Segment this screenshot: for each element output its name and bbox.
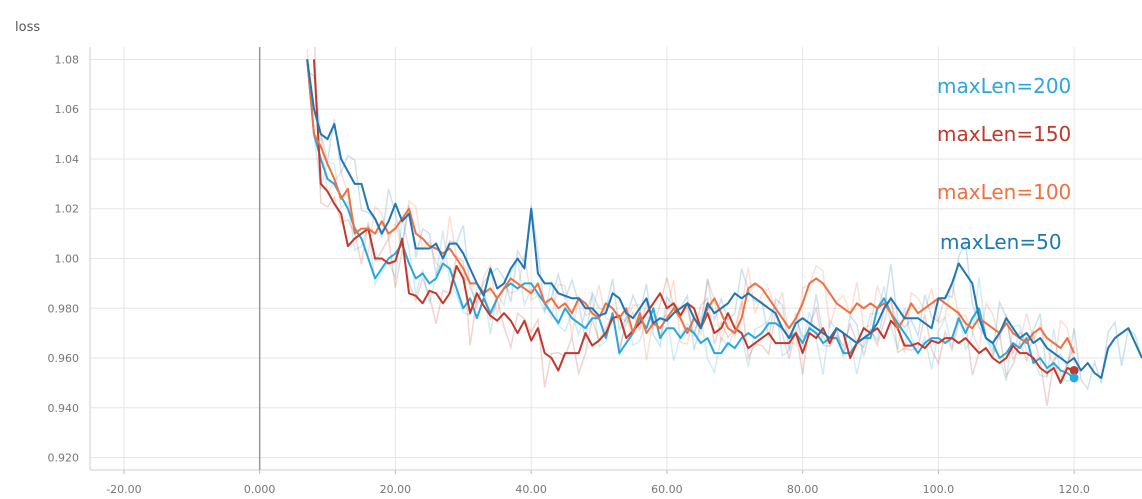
series-endpoints <box>1069 365 1079 383</box>
series-legend: maxLen=200 maxLen=150 maxLen=100 maxLen=50 <box>937 74 1071 254</box>
series-line-3 <box>306 59 1142 379</box>
series-line-1 <box>313 59 1075 384</box>
x-tick-label: 80.00 <box>787 483 819 496</box>
endpoint-marker <box>1069 373 1079 383</box>
y-tick-label: 1.06 <box>55 103 80 116</box>
legend-entry: maxLen=150 <box>937 122 1071 146</box>
y-tick-label: 1.00 <box>55 253 80 266</box>
x-tick-label: 120.0 <box>1058 483 1090 496</box>
y-tick-label: 0.920 <box>48 452 80 465</box>
axes: 0.920 0.940 0.960 0.980 1.00 1.02 1.04 1.06 1.08… <box>48 47 1142 496</box>
series-line-2 <box>306 59 1076 354</box>
x-tick-label: -20.00 <box>106 483 141 496</box>
legend-entry: maxLen=50 <box>940 230 1062 254</box>
x-tick-label: 60.00 <box>651 483 683 496</box>
y-tick-label: 1.02 <box>55 203 80 216</box>
y-tick-label: 0.940 <box>48 402 80 415</box>
y-tick-label: 0.960 <box>48 352 80 365</box>
x-tick-label: 0.000 <box>244 483 276 496</box>
grid-lines <box>90 47 1142 470</box>
y-tick-label: 0.980 <box>48 302 80 315</box>
legend-entry: maxLen=100 <box>937 180 1071 204</box>
series-line-0 <box>306 59 1075 379</box>
raw-trace <box>306 59 1075 383</box>
legend-entry: maxLen=200 <box>937 74 1071 98</box>
x-tick-label: 40.00 <box>515 483 547 496</box>
raw-trace <box>306 49 1075 369</box>
x-tick-label: 100.0 <box>923 483 955 496</box>
y-axis-label: loss <box>15 20 40 35</box>
y-tick-label: 1.08 <box>55 53 80 66</box>
x-tick-label: 20.00 <box>380 483 412 496</box>
endpoint-marker <box>1069 365 1079 375</box>
y-tick-label: 1.04 <box>55 153 80 166</box>
smoothed-series-lines <box>306 59 1142 384</box>
